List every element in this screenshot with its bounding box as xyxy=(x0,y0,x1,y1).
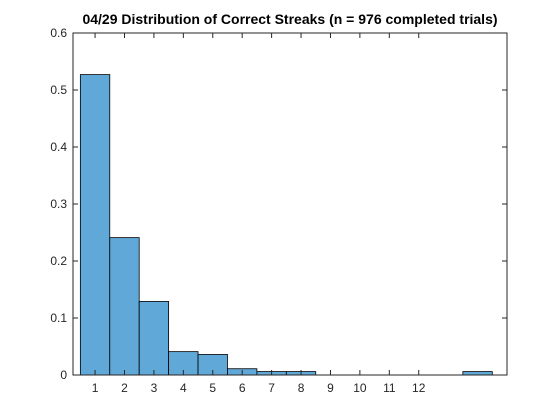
histogram-bar-14 xyxy=(462,371,493,376)
x-tick-label: 11 xyxy=(383,381,396,395)
x-tick-label: 4 xyxy=(180,381,187,395)
x-tick-label: 5 xyxy=(209,381,216,395)
y-tick-label: 0.6 xyxy=(50,26,67,40)
x-tick-label: 8 xyxy=(298,381,305,395)
x-tick-label: 1 xyxy=(92,381,99,395)
x-tick-label: 7 xyxy=(268,381,275,395)
bars-layer xyxy=(79,74,493,376)
y-tick-label: 0.4 xyxy=(50,140,67,154)
x-tick-label: 9 xyxy=(327,381,334,395)
chart-title: 04/29 Distribution of Correct Streaks (n… xyxy=(82,11,497,27)
ticks-layer: 00.10.20.30.40.50.61 2 3 4 5 6 7 8 9 10 11 12 xyxy=(50,26,507,395)
x-tick-label: 3 xyxy=(151,381,158,395)
histogram-bar-1 xyxy=(79,74,111,376)
y-tick-label: 0 xyxy=(60,368,67,382)
x-tick-label: 6 xyxy=(239,381,246,395)
y-tick-label: 0.1 xyxy=(50,311,67,325)
x-tick-label: 10 xyxy=(353,381,367,395)
x-tick-label: 12 xyxy=(412,381,426,395)
histogram-bar-2 xyxy=(109,237,140,376)
y-tick-label: 0.3 xyxy=(50,197,67,211)
x-tick-label: 2 xyxy=(121,381,128,395)
y-tick-label: 0.2 xyxy=(50,254,67,268)
histogram-bar-3 xyxy=(138,301,170,376)
y-tick-label: 0.5 xyxy=(50,83,67,97)
